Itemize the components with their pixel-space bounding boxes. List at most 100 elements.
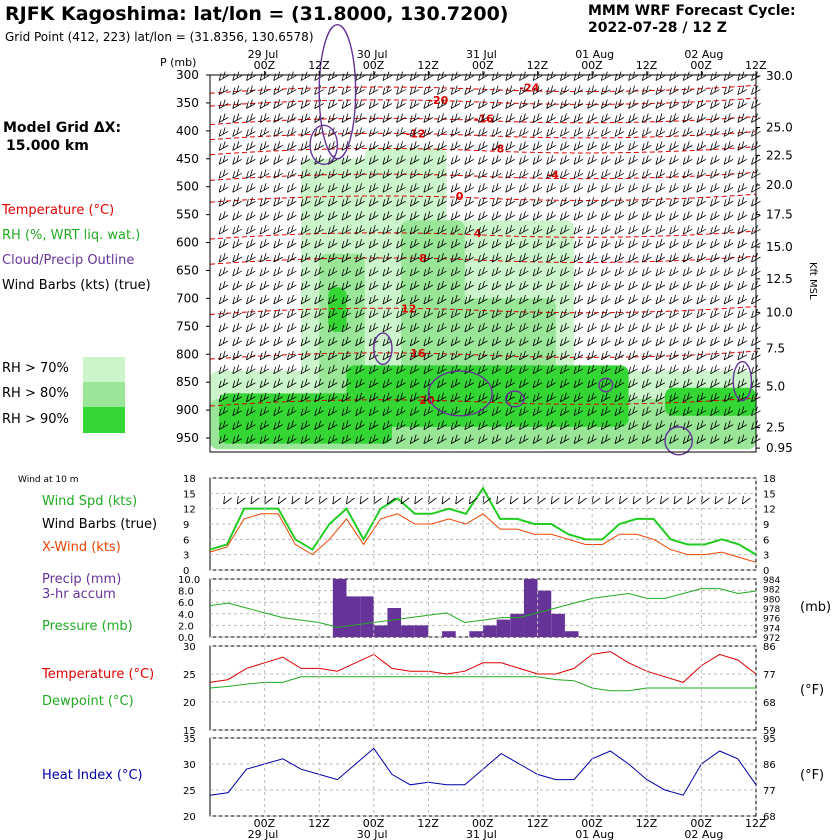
wind-barb: [628, 127, 638, 137]
wind-barb: [286, 420, 297, 431]
wind-barb: [396, 239, 406, 249]
wind-barb: [696, 239, 707, 249]
pressure-tick-label: 350: [176, 96, 199, 110]
temperature-contour-label: -24: [519, 81, 539, 94]
wind-barb: [655, 350, 666, 361]
wind-barb: [300, 350, 311, 361]
wind-barb: [682, 434, 693, 444]
wind-barb: [641, 141, 652, 151]
wind-barb: [546, 322, 556, 333]
wind-barb: [682, 364, 693, 375]
wind-barb: [532, 350, 543, 361]
wind-tick-label: 3: [183, 551, 189, 562]
wind-barb: [314, 294, 324, 305]
wind-barb: [682, 197, 693, 207]
wind-barb: [259, 239, 270, 249]
wind-barb: [682, 113, 693, 123]
wind-barb: [723, 71, 734, 81]
wind-barb: [505, 141, 515, 151]
pressure-tick-label: 550: [176, 208, 199, 222]
wind-barb: [587, 420, 597, 431]
time-tick-label: 12Z: [417, 59, 439, 72]
wind-barb: [232, 99, 242, 109]
wind-barb: [546, 85, 556, 95]
wind-barb: [286, 266, 297, 277]
precip-tick-label: 0.0: [178, 633, 194, 644]
temperature-contour: [209, 193, 757, 203]
wind-barb: [614, 266, 625, 277]
wind-barb: [355, 183, 365, 193]
wind-barb: [600, 364, 611, 375]
wind-barb: [737, 434, 747, 444]
cloud-outline: [732, 360, 753, 402]
wind-barb: [505, 225, 515, 235]
wind-barb: [587, 378, 597, 389]
wind-barb: [737, 406, 747, 417]
wind-barb: [464, 280, 474, 291]
precip-bar: [373, 625, 388, 637]
wind-barb: [396, 350, 406, 361]
wind-barb: [519, 85, 529, 95]
wind-tick-label-right: 3: [763, 551, 769, 562]
wind-barb: [519, 127, 529, 137]
wind-barb: [587, 169, 597, 179]
wind-barb: [696, 406, 707, 417]
wind-barb: [682, 141, 693, 151]
wind-barb: [614, 197, 625, 207]
wind-barb: [532, 252, 543, 263]
temperature-contour-label: -20: [428, 94, 448, 107]
wind-barb: [628, 85, 638, 95]
bottom-time-label: 00Z: [363, 817, 385, 830]
wind-barb: [273, 266, 283, 277]
wind-barb: [478, 266, 488, 277]
wind-barb: [341, 141, 352, 151]
wind-barb: [682, 406, 693, 417]
wind-barb: [682, 99, 693, 109]
wind-barb: [314, 420, 324, 431]
wind-barb: [450, 378, 461, 389]
wind-barb: [478, 169, 488, 179]
wind-barb: [532, 406, 543, 417]
precip-tick-label: 8.0: [178, 587, 194, 598]
wind-barb: [423, 406, 434, 417]
wind-barb: [368, 239, 379, 249]
wind-barb: [519, 420, 529, 431]
wind-barb: [505, 364, 515, 375]
wind-barb: [259, 280, 270, 291]
pressure-tick-label: 750: [176, 319, 199, 333]
wind-barb: [218, 266, 229, 277]
wind-barb: [491, 434, 502, 444]
wind-barb: [600, 378, 611, 389]
wind-barb: [409, 322, 420, 333]
heat-tick-label: 35: [183, 734, 196, 745]
wind-barb: [327, 294, 338, 305]
wind-barb: [600, 239, 611, 249]
wind-barb: [696, 420, 707, 431]
wind-barb: [273, 336, 283, 347]
wind-barb: [710, 434, 720, 444]
wind-barb: [655, 294, 666, 305]
wind-barb: [341, 392, 352, 403]
wind-barb: [641, 239, 652, 249]
wind-barb: [273, 392, 283, 403]
wind-barb: [559, 71, 570, 81]
wind-barb: [396, 71, 406, 81]
wind-barb: [300, 85, 311, 95]
wind-barb: [423, 308, 434, 319]
wind-barb: [628, 71, 638, 81]
wind-barb: [246, 252, 256, 263]
wind-barb: [710, 406, 720, 417]
height-tick-label: 7.5: [766, 342, 785, 356]
wind-barb: [696, 294, 707, 305]
surface-wind-barb: [578, 495, 587, 505]
wind-barb: [409, 308, 420, 319]
wind-barb: [669, 350, 679, 361]
wind-barb: [478, 392, 488, 403]
wind-barb: [246, 211, 256, 221]
temp-unit-label: (°F): [800, 683, 825, 698]
wind-barb: [355, 406, 365, 417]
wind-barb: [437, 169, 447, 179]
wind-barb: [368, 85, 379, 95]
wind-barb: [682, 169, 693, 179]
wind-barb: [355, 308, 365, 319]
